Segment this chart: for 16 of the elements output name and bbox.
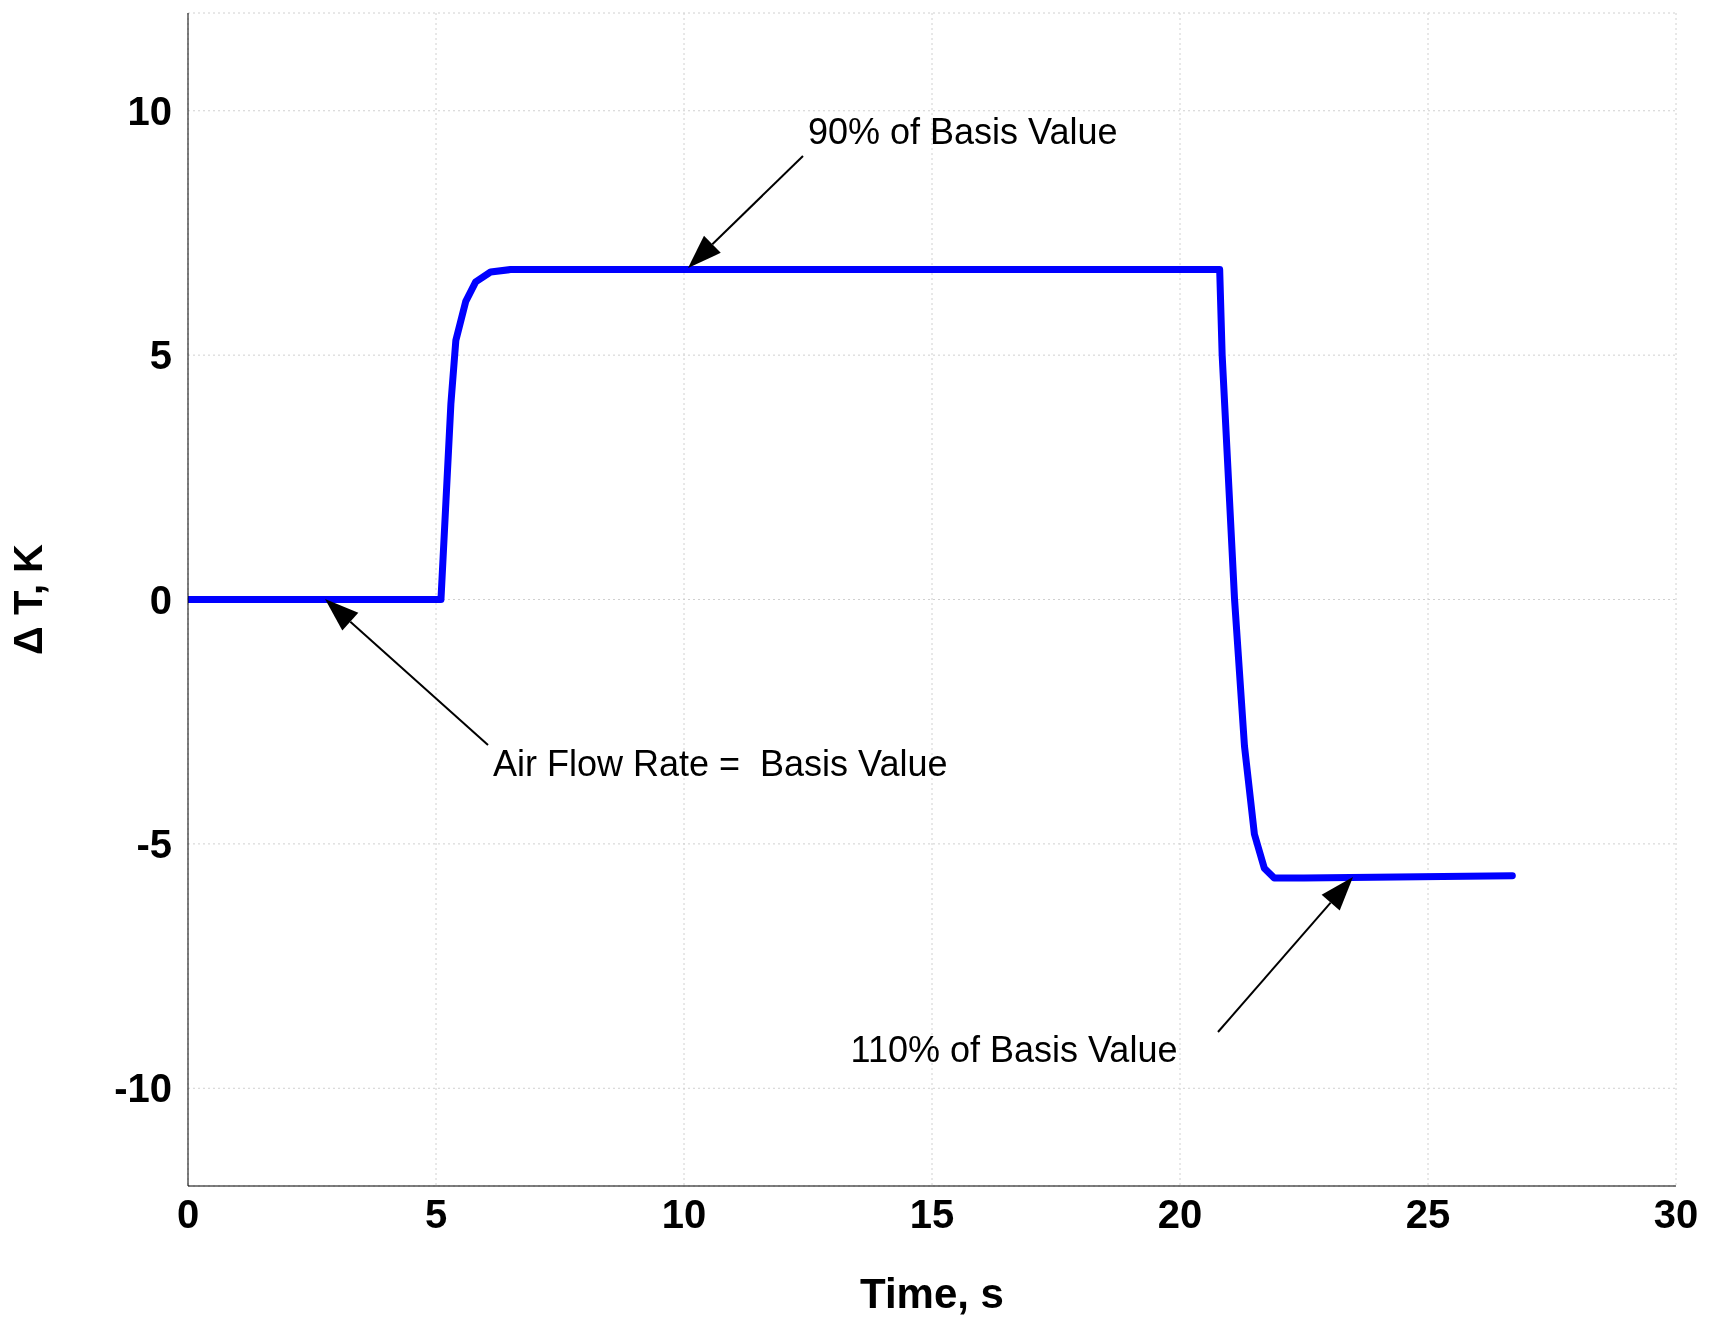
y-tick-label: 10 <box>127 88 172 133</box>
x-tick-label: 30 <box>1653 1192 1699 1237</box>
x-tick-label: 15 <box>909 1192 955 1237</box>
y-axis-title: Δ T, K <box>6 543 51 655</box>
annotation: 90% of Basis Value <box>808 110 1118 152</box>
y-tick-label: -10 <box>114 1066 172 1111</box>
x-axis-title: Time, s <box>860 1270 1004 1317</box>
x-tick-label: 10 <box>661 1192 707 1237</box>
annotation: Air Flow Rate = Basis Value <box>493 742 948 784</box>
x-tick-label: 5 <box>424 1192 448 1237</box>
annotation: 110% of Basis Value <box>850 1028 1178 1070</box>
y-tick-label: 5 <box>149 333 172 378</box>
y-tick-label: 0 <box>149 577 172 622</box>
x-tick-label: 25 <box>1405 1192 1451 1237</box>
y-tick-label: -5 <box>136 822 172 867</box>
x-tick-label: 20 <box>1157 1192 1203 1237</box>
